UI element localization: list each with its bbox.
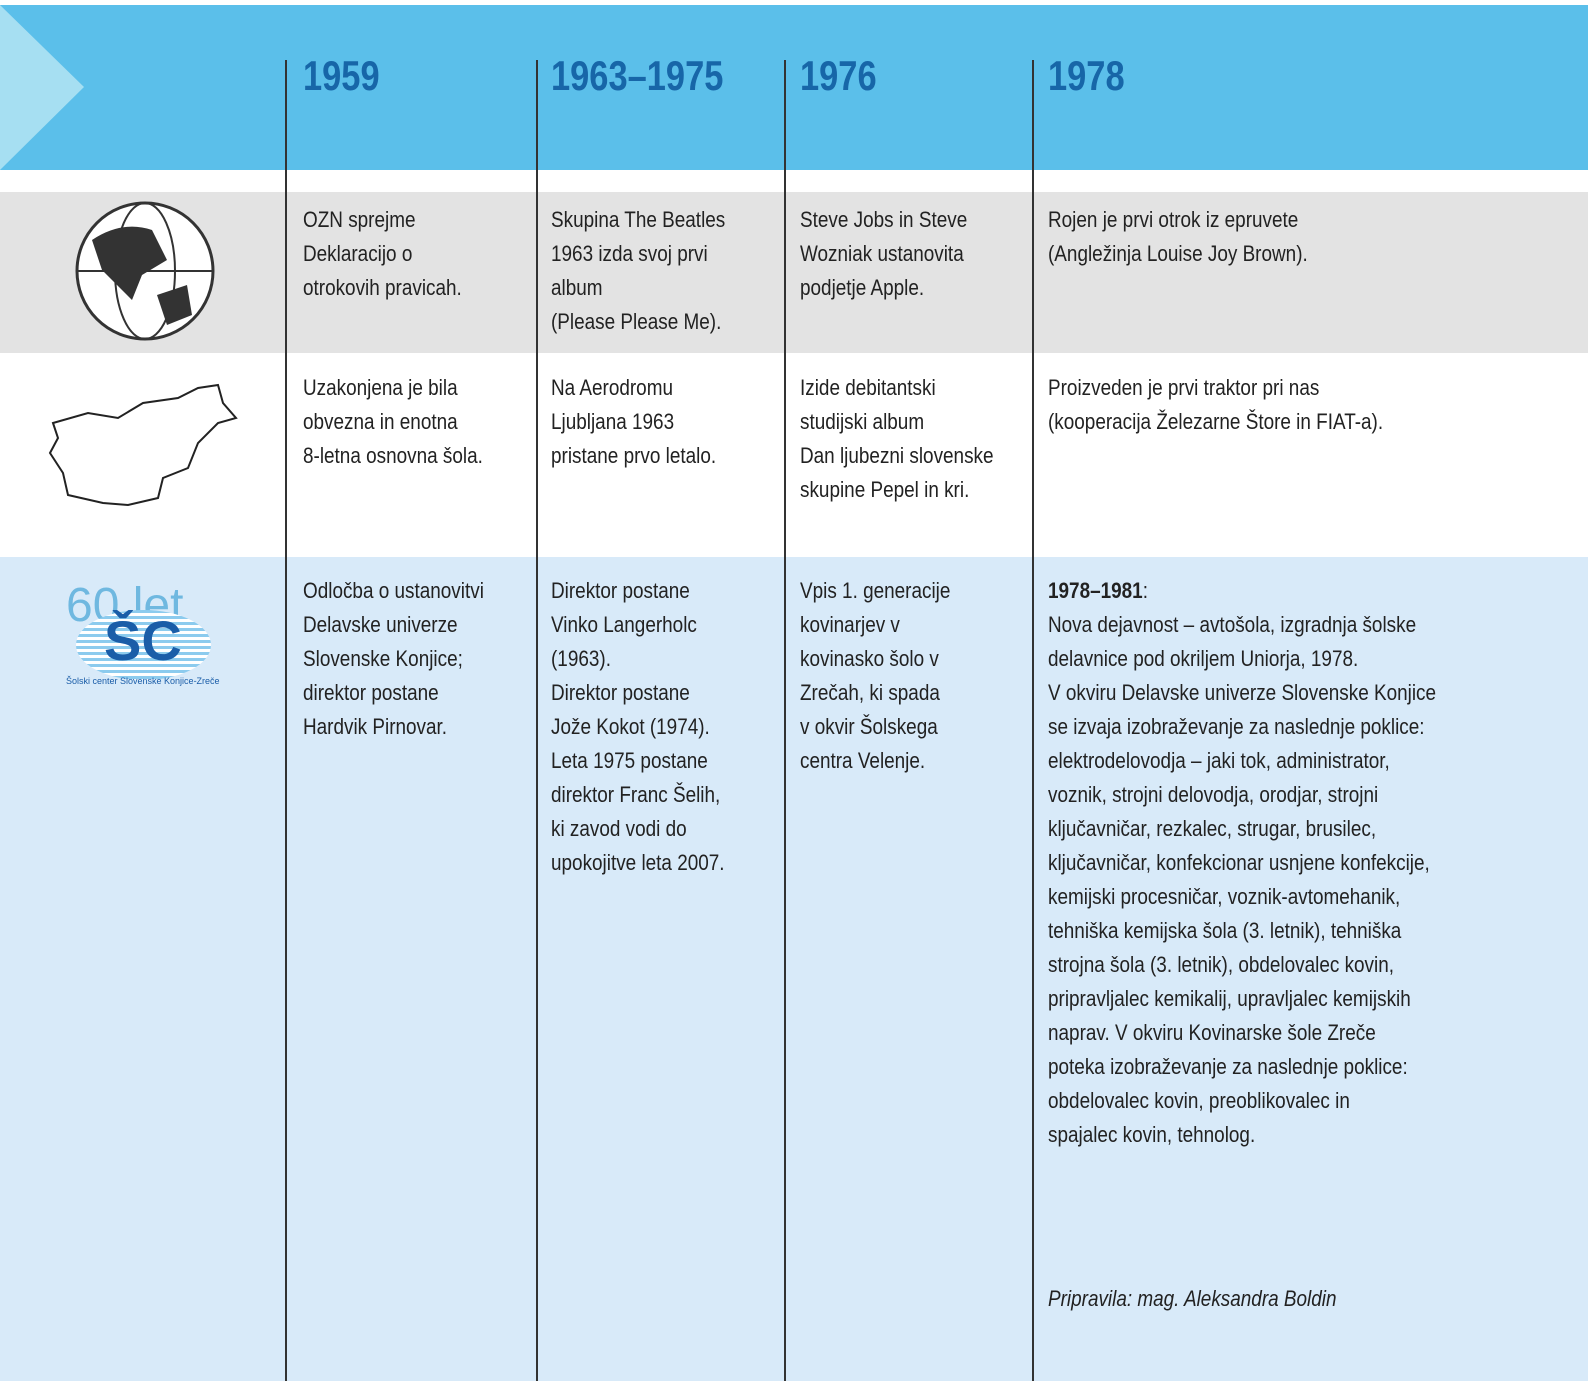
cell-line: Uzakonjena je bila xyxy=(303,375,458,400)
cell-text: Proizveden je prvi traktor pri nas (koope… xyxy=(1048,371,1383,439)
cell-line: direktor Franc Šelih, xyxy=(551,782,721,807)
column-divider xyxy=(784,60,786,1381)
cell-line: Vpis 1. generacije xyxy=(800,578,951,603)
logo-ellipse xyxy=(76,610,211,680)
cell-line: upokojitve leta 2007. xyxy=(551,850,725,875)
cell-line: Vinko Langerholc xyxy=(551,612,697,637)
row-bg xyxy=(0,192,1588,353)
cell-line: otrokovih pravicah. xyxy=(303,275,462,300)
slovenia-map xyxy=(48,383,238,507)
logo-name: Šolski center Slovenske Konjice-Zreče xyxy=(66,676,220,686)
cell-line: Steve Jobs in Steve xyxy=(800,207,968,232)
cell-line: tehniška kemijska šola (3. letnik), tehn… xyxy=(1048,918,1402,943)
cell-line: Direktor postane xyxy=(551,680,690,705)
signature: Pripravila: mag. Aleksandra Boldin xyxy=(1048,1286,1337,1311)
cell-line: Skupina The Beatles xyxy=(551,207,726,232)
cell-line: Slovenske Konjice; xyxy=(303,646,463,671)
cell-line: naprav. V okviru Kovinarske šole Zreče xyxy=(1048,1020,1376,1045)
cell-line: poteka izobraževanje za naslednje poklic… xyxy=(1048,1054,1408,1079)
cell-text: Vpis 1. generacije kovinarjev v kovinasko … xyxy=(800,574,950,778)
header-arrow xyxy=(0,5,84,170)
cell-line: ki zavod vodi do xyxy=(551,816,687,841)
cell-line: obdelovalec kovin, preoblikovalec in xyxy=(1048,1088,1350,1113)
column-divider xyxy=(1032,60,1034,1381)
cell-line: (1963). xyxy=(551,646,611,671)
cell-line: pripravljalec kemikalij, upravljalec kem… xyxy=(1048,986,1411,1011)
cell-line: 8-letna osnovna šola. xyxy=(303,443,483,468)
cell-line: Odločba o ustanovitvi xyxy=(303,578,484,603)
cell-text: Izide debitantski studijski album Dan ljub… xyxy=(800,371,994,507)
cell-line: direktor postane xyxy=(303,680,439,705)
cell-text: Na Aerodromu Ljubljana 1963 pristane prvo … xyxy=(551,371,716,473)
cell-line: Zrečah, ki spada xyxy=(800,680,940,705)
row-bg xyxy=(0,557,1588,1381)
cell-line: Leta 1975 postane xyxy=(551,748,708,773)
cell-line: (Angležinja Louise Joy Brown). xyxy=(1048,241,1308,266)
cell-text: Uzakonjena je bila obvezna in enotna 8-let… xyxy=(303,371,483,473)
cell-heading-suffix: : xyxy=(1142,578,1148,603)
cell-line: Izide debitantski xyxy=(800,375,936,400)
cell-line: se izvaja izobraževanje za naslednje pok… xyxy=(1048,714,1425,739)
cell-line: kovinarjev v xyxy=(800,612,900,637)
cell-text: OZN sprejme Deklaracijo o otrokovih pravic… xyxy=(303,203,462,305)
cell-line: centra Velenje. xyxy=(800,748,926,773)
cell-line: V okviru Delavske univerze Slovenske Kon… xyxy=(1048,680,1437,705)
cell-line: Na Aerodromu xyxy=(551,375,673,400)
cell-line: Direktor postane xyxy=(551,578,690,603)
cell-line: voznik, strojni delovodja, orodjar, stro… xyxy=(1048,782,1379,807)
cell-line: Dan ljubezni slovenske xyxy=(800,443,994,468)
cell-line: delavnice pod okriljem Uniorja, 1978. xyxy=(1048,646,1359,671)
cell-text: Direktor postane Vinko Langerholc (1963). D… xyxy=(551,574,725,880)
cell-line: Deklaracijo o xyxy=(303,241,413,266)
cell-line: elektrodelovodja – jaki tok, administrat… xyxy=(1048,748,1390,773)
cell-line: kemijski procesničar, voznik-avtomehanik… xyxy=(1048,884,1401,909)
cell-line: spajalec kovin, tehnolog. xyxy=(1048,1122,1256,1147)
cell-line: Delavske univerze xyxy=(303,612,458,637)
logo-initials: ŠC xyxy=(104,609,182,672)
header-band xyxy=(0,5,1588,170)
cell-line: Proizveden je prvi traktor pri nas xyxy=(1048,375,1320,400)
cell-line: ključavničar, konfekcionar usnjene konfe… xyxy=(1048,850,1430,875)
cell-text: Steve Jobs in Steve Wozniak ustanovita pod… xyxy=(800,203,967,305)
cell-line: album xyxy=(551,275,603,300)
column-divider xyxy=(536,60,538,1381)
cell-line: (kooperacija Železarne Štore in FIAT-a). xyxy=(1048,409,1384,434)
column-year: 1963–1975 xyxy=(551,52,724,99)
cell-line: (Please Please Me). xyxy=(551,309,722,334)
column-year: 1976 xyxy=(800,52,877,99)
cell-text: Skupina The Beatles 1963 izda svoj prvi al… xyxy=(551,203,725,339)
cell-line: 1963 izda svoj prvi xyxy=(551,241,708,266)
cell-text: Odločba o ustanovitvi Delavske univerze Sl… xyxy=(303,574,484,744)
cell-line: v okvir Šolskega xyxy=(800,714,938,739)
column-year: 1978 xyxy=(1048,52,1125,99)
cell-text: 1978–1981: Nova dejavnost – avtošola, izg… xyxy=(1048,574,1436,1152)
cell-line: OZN sprejme xyxy=(303,207,416,232)
cell-line: Hardvik Pirnovar. xyxy=(303,714,448,739)
cell-line: studijski album xyxy=(800,409,925,434)
cell-line: Ljubljana 1963 xyxy=(551,409,675,434)
cell-line: Nova dejavnost – avtošola, izgradnja šol… xyxy=(1048,612,1417,637)
column-year: 1959 xyxy=(303,52,380,99)
cell-line: Wozniak ustanovita xyxy=(800,241,964,266)
cell-line: kovinasko šolo v xyxy=(800,646,939,671)
cell-heading: 1978–1981 xyxy=(1048,578,1143,603)
cell-line: Jože Kokot (1974). xyxy=(551,714,710,739)
cell-line: pristane prvo letalo. xyxy=(551,443,717,468)
cell-heading-line: 1978–1981: xyxy=(1048,574,1436,608)
cell-line: podjetje Apple. xyxy=(800,275,925,300)
cell-text: Rojen je prvi otrok iz epruvete (Angležin… xyxy=(1048,203,1308,271)
globe-icon xyxy=(75,201,215,341)
column-divider xyxy=(285,60,287,1381)
cell-line: obvezna in enotna xyxy=(303,409,458,434)
cell-line: strojna šola (3. letnik), obdelovalec ko… xyxy=(1048,952,1395,977)
cell-line: skupine Pepel in kri. xyxy=(800,477,970,502)
cell-line: ključavničar, rezkalec, strugar, brusile… xyxy=(1048,816,1377,841)
cell-line: Rojen je prvi otrok iz epruvete xyxy=(1048,207,1299,232)
school-logo: 60 let ŠC Šolski center Slovenske Konjic… xyxy=(66,578,221,698)
